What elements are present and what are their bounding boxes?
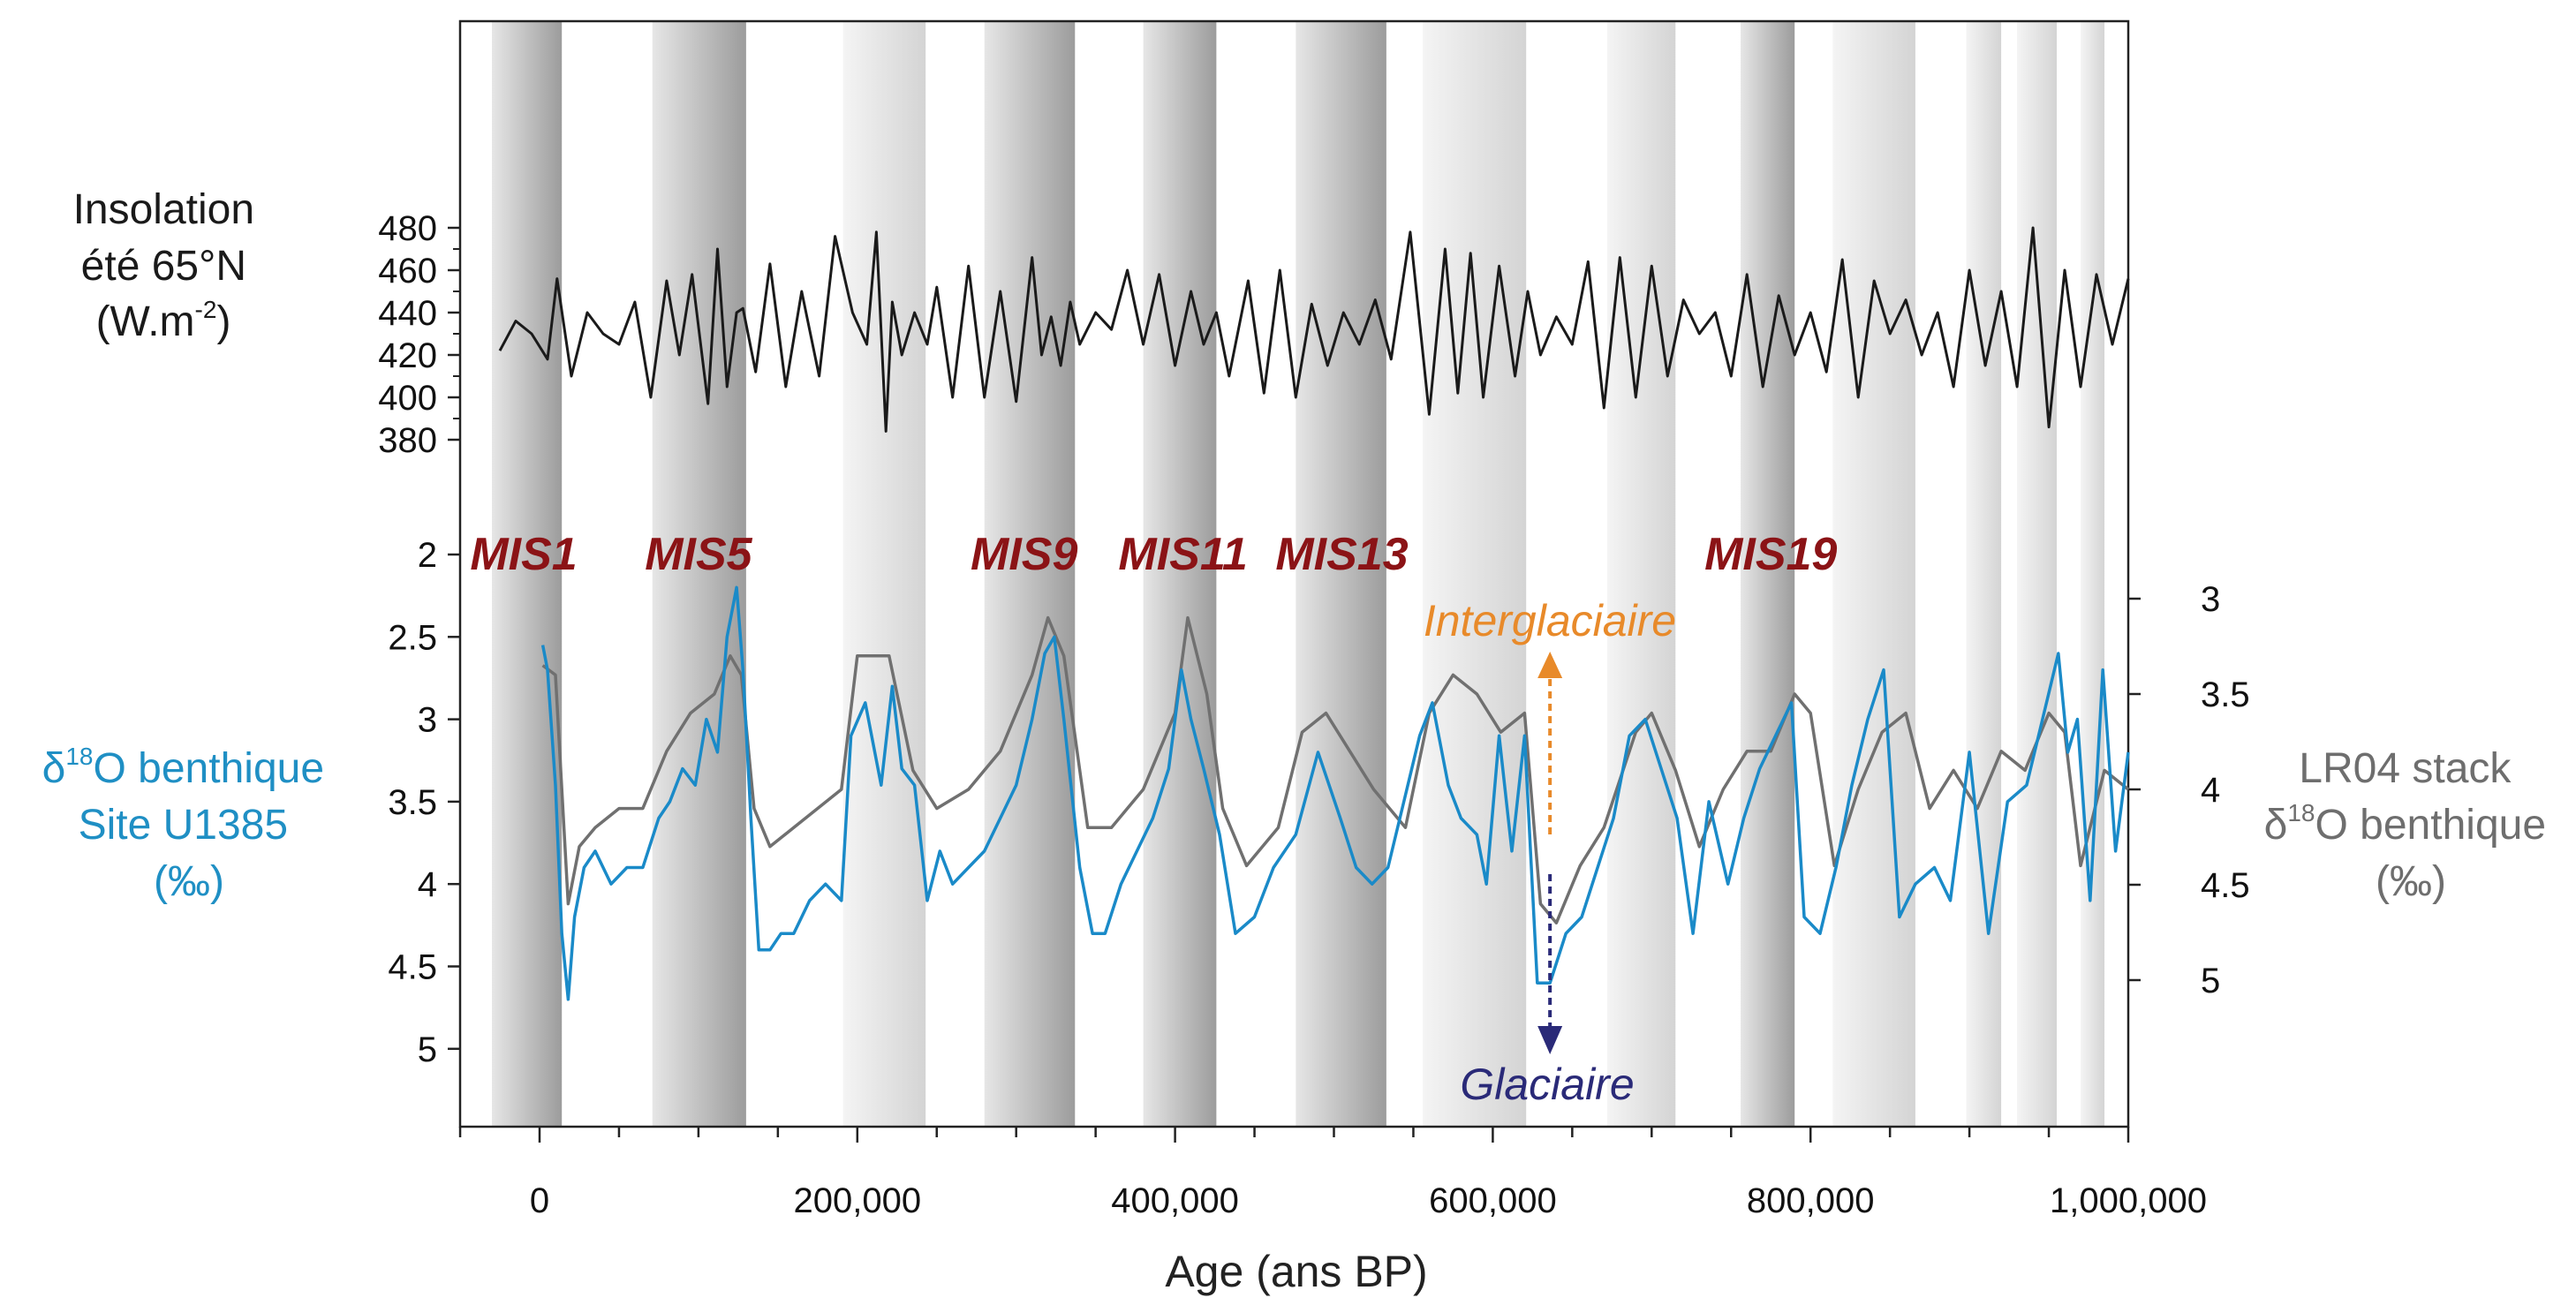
series-lines bbox=[498, 226, 2130, 1001]
ins-tick-label-2: 420 bbox=[378, 336, 437, 375]
u1385-line bbox=[540, 585, 2130, 1001]
ins-tick-label-0: 380 bbox=[378, 421, 437, 460]
lr04-ylabel: LR04 stack δ18O benthique (‰) bbox=[2264, 745, 2558, 905]
band-3 bbox=[984, 21, 1076, 1127]
band-9 bbox=[1832, 21, 1915, 1127]
mis-label-1: MIS5 bbox=[645, 529, 752, 580]
right-axis: 3 3.5 4 4.5 5 bbox=[2128, 580, 2250, 1000]
d18o-tick-label-0: 2 bbox=[418, 536, 437, 575]
band-10 bbox=[1966, 21, 2002, 1127]
mis-label-4: MIS13 bbox=[1275, 529, 1408, 580]
glacial-arrow-head bbox=[1537, 1026, 1563, 1054]
band-5 bbox=[1296, 21, 1386, 1127]
d18o-tick-label-6: 5 bbox=[418, 1030, 437, 1069]
band-12 bbox=[2081, 21, 2105, 1127]
mis-label-5: MIS19 bbox=[1704, 529, 1837, 580]
x-tick-label-2: 400,000 bbox=[1111, 1181, 1239, 1220]
lr04-tick-label-4: 5 bbox=[2201, 962, 2220, 1000]
band-8 bbox=[1741, 21, 1795, 1127]
ins-tick-label-4: 460 bbox=[378, 252, 437, 291]
lr04-tick-label-1: 3.5 bbox=[2201, 675, 2250, 714]
ins-tick-label-1: 400 bbox=[378, 379, 437, 418]
x-axis-label: Age (ans BP) bbox=[1165, 1247, 1427, 1296]
d18o-ylabel: δ18O benthique Site U1385 (‰) bbox=[42, 743, 336, 905]
band-1 bbox=[652, 21, 746, 1127]
annotations: Interglaciaire Glaciaire bbox=[1424, 596, 1676, 1109]
mis-label-3: MIS11 bbox=[1118, 529, 1247, 580]
interglacial-label: Interglaciaire bbox=[1424, 596, 1676, 645]
lr04-tick-label-3: 4.5 bbox=[2201, 866, 2250, 905]
glacial-interglacial-bands bbox=[492, 21, 2105, 1127]
ins-tick-label-3: 440 bbox=[378, 294, 437, 333]
x-tick-label-4: 800,000 bbox=[1747, 1181, 1875, 1220]
d18o-tick-label-5: 4.5 bbox=[388, 948, 437, 987]
insolation-line bbox=[498, 226, 2130, 433]
insolation-ylabel: Insolation été 65°N (W.m-2) bbox=[73, 186, 267, 345]
x-tick-label-3: 600,000 bbox=[1429, 1181, 1557, 1220]
x-tick-label-1: 200,000 bbox=[794, 1181, 922, 1220]
band-2 bbox=[842, 21, 926, 1127]
mis-label-0: MIS1 bbox=[470, 529, 577, 580]
x-tick-label-5: 1,000,000 bbox=[2050, 1181, 2207, 1220]
glacial-label: Glaciaire bbox=[1460, 1060, 1634, 1109]
d18o-tick-label-3: 3.5 bbox=[388, 783, 437, 822]
d18o-tick-label-2: 3 bbox=[418, 701, 437, 740]
plot-frame bbox=[458, 19, 2130, 1128]
d18o-tick-label-1: 2.5 bbox=[388, 618, 437, 657]
band-7 bbox=[1606, 21, 1676, 1127]
x-axis: 0 200,000 400,000 600,000 800,000 1,000,000 bbox=[458, 1127, 2207, 1220]
mis-labels: MIS1 MIS5 MIS9 MIS11 MIS13 MIS19 bbox=[470, 529, 1837, 580]
lr04-tick-label-0: 3 bbox=[2201, 580, 2220, 619]
interglacial-arrow-head bbox=[1537, 652, 1563, 678]
lr04-line bbox=[541, 615, 2130, 924]
x-tick-label-0: 0 bbox=[530, 1181, 549, 1220]
d18o-tick-label-4: 4 bbox=[418, 865, 437, 904]
band-11 bbox=[2017, 21, 2058, 1127]
mis-label-2: MIS9 bbox=[971, 529, 1077, 580]
lr04-tick-label-2: 4 bbox=[2201, 771, 2220, 810]
band-4 bbox=[1143, 21, 1217, 1127]
band-0 bbox=[492, 21, 563, 1127]
band-6 bbox=[1423, 21, 1527, 1127]
ins-tick-label-5: 480 bbox=[378, 209, 437, 248]
